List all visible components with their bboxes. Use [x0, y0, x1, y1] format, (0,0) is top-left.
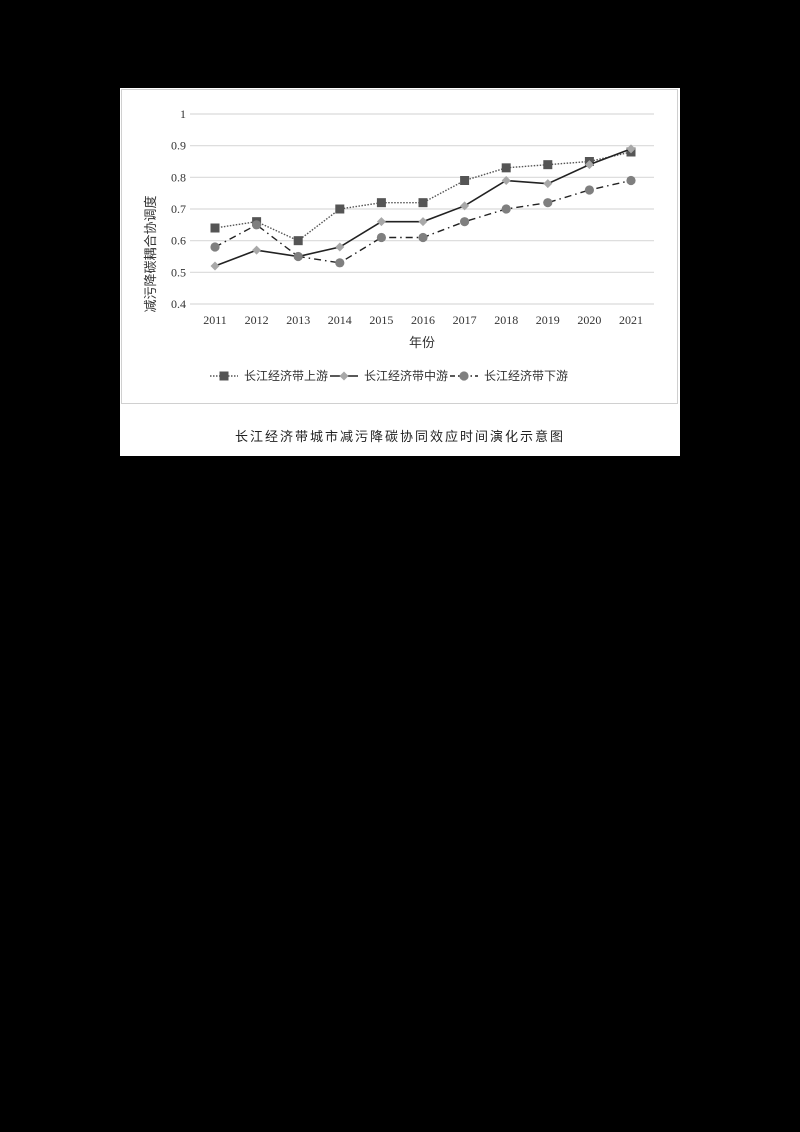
x-tick-label: 2015: [369, 313, 393, 327]
square-marker-icon: [543, 160, 553, 170]
circle-marker-icon: [335, 258, 345, 268]
square-marker-icon: [418, 198, 428, 208]
chart-frame: 0.4 0.5 0.6 0.7 0.8 0.9 1 2011 2012 2013 2014 2015…: [121, 89, 678, 404]
diamond-marker-icon: [339, 371, 349, 381]
series-1: [210, 144, 636, 271]
diamond-marker-icon: [543, 179, 553, 189]
diamond-marker-icon: [252, 245, 262, 255]
y-axis-label: 减污降碳耦合协调度: [143, 195, 158, 312]
square-marker-icon: [335, 204, 345, 214]
legend-label: 长江经济带下游: [484, 368, 568, 383]
x-tick-label: 2013: [286, 313, 310, 327]
circle-marker-icon: [460, 217, 470, 227]
circle-marker-icon: [501, 204, 511, 214]
x-tick-label: 2011: [203, 313, 227, 327]
x-tick-label: 2021: [619, 313, 643, 327]
x-tick-label: 2016: [411, 313, 435, 327]
x-tick-label: 2017: [453, 313, 477, 327]
diamond-marker-icon: [376, 217, 386, 227]
square-marker-icon: [293, 236, 303, 246]
diamond-marker-icon: [418, 217, 428, 227]
square-marker-icon: [376, 198, 386, 208]
y-axis-ticks: 0.4 0.5 0.6 0.7 0.8 0.9 1: [171, 107, 186, 311]
diamond-marker-icon: [335, 242, 345, 252]
legend-item: 长江经济带中游: [330, 368, 448, 383]
gridlines: [190, 113, 654, 305]
y-tick-label: 0.6: [171, 234, 186, 248]
square-marker-icon: [219, 371, 229, 381]
series-2: [210, 175, 636, 268]
legend-label: 长江经济带中游: [364, 368, 448, 383]
x-tick-label: 2020: [577, 313, 601, 327]
y-tick-label: 0.8: [171, 170, 186, 184]
x-axis-label: 年份: [409, 335, 435, 350]
diamond-marker-icon: [460, 201, 470, 211]
legend-item: 长江经济带下游: [450, 368, 568, 383]
series-0: [210, 147, 636, 246]
square-marker-icon: [501, 163, 511, 173]
circle-marker-icon: [252, 220, 262, 230]
circle-marker-icon: [584, 185, 594, 195]
diamond-marker-icon: [501, 176, 511, 185]
y-tick-label: 0.9: [171, 139, 186, 153]
diamond-marker-icon: [584, 160, 594, 170]
diamond-marker-icon: [626, 144, 636, 154]
y-tick-label: 1: [180, 107, 186, 121]
x-tick-label: 2018: [494, 313, 518, 327]
y-tick-label: 0.4: [171, 297, 186, 311]
series-line: [214, 151, 632, 242]
square-marker-icon: [460, 176, 470, 185]
x-tick-label: 2012: [245, 313, 269, 327]
series-line: [214, 148, 632, 267]
legend-item: 长江经济带上游: [210, 368, 328, 383]
x-tick-label: 2014: [328, 313, 352, 327]
legend-label: 长江经济带上游: [244, 368, 328, 383]
circle-marker-icon: [376, 232, 386, 243]
legend: 长江经济带上游 长江经济带中游 长江经济带下游: [210, 368, 568, 383]
series-lines: [210, 144, 636, 271]
y-tick-label: 0.5: [171, 265, 186, 279]
circle-marker-icon: [418, 232, 428, 243]
figure-caption: 长江经济带城市减污降碳协同效应时间演化示意图: [234, 430, 565, 445]
y-tick-label: 0.7: [171, 202, 186, 216]
diamond-marker-icon: [210, 261, 220, 271]
x-axis-ticks: 2011 2012 2013 2014 2015 2016 2017 2018 2019 2020…: [203, 313, 643, 327]
square-marker-icon: [210, 223, 220, 233]
x-tick-label: 2019: [536, 313, 560, 327]
line-chart: 0.4 0.5 0.6 0.7 0.8 0.9 1 2011 2012 2013 2014 2015…: [143, 107, 654, 383]
circle-marker-icon: [293, 251, 303, 262]
circle-marker-icon: [459, 371, 469, 381]
circle-marker-icon: [626, 175, 636, 186]
circle-marker-icon: [543, 198, 553, 208]
figure: 0.4 0.5 0.6 0.7 0.8 0.9 1 2011 2012 2013 2014 2015…: [120, 88, 680, 456]
circle-marker-icon: [210, 242, 220, 252]
